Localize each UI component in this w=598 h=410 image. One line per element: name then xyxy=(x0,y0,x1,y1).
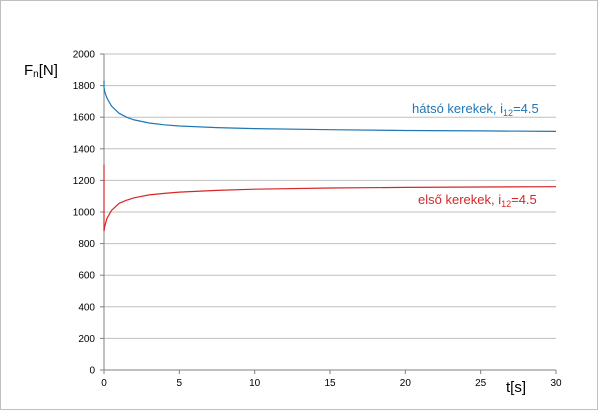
x-tick-label: 25 xyxy=(475,378,487,389)
x-tick-label: 10 xyxy=(249,378,261,389)
series-label-prefix: hátsó kerekek, i xyxy=(412,101,503,116)
series-label-suffix: =4.5 xyxy=(511,192,537,207)
series-label-prefix: első kerekek, i xyxy=(418,192,501,207)
y-axis-label-main: F xyxy=(24,62,33,79)
series-label-hatso-kerekek: hátsó kerekek, i12=4.5 xyxy=(412,101,539,118)
series-label-suffix: =4.5 xyxy=(513,101,539,116)
series-line-0 xyxy=(103,87,557,132)
gridlines xyxy=(104,53,556,339)
series-lines xyxy=(103,80,557,232)
x-tick-label: 15 xyxy=(324,378,336,389)
y-axis-label-sub: n xyxy=(33,69,39,80)
tick-labels: 0 200 400 600 800 1000 1200 1400 1600 1800 2000 0 5 1… xyxy=(73,50,562,390)
x-axis-label: t[s] xyxy=(506,379,526,396)
y-tick-label: 1200 xyxy=(73,176,96,187)
y-tick-label: 800 xyxy=(78,239,95,250)
series-label-sub: 12 xyxy=(501,199,511,209)
series-line-1 xyxy=(103,186,557,232)
y-tick-label: 1000 xyxy=(73,208,96,219)
y-tick-label: 1600 xyxy=(73,113,96,124)
x-tick-label: 30 xyxy=(550,378,562,389)
y-tick-label: 1800 xyxy=(73,81,96,92)
y-tick-label: 1400 xyxy=(73,144,96,155)
y-axis-label-unit: [N] xyxy=(39,62,58,79)
x-tick-label: 5 xyxy=(177,378,183,389)
x-tick-label: 20 xyxy=(400,378,412,389)
y-tick-label: 2000 xyxy=(73,50,96,61)
y-tick-label: 0 xyxy=(89,366,95,377)
y-tick-label: 400 xyxy=(78,302,95,313)
series-label-elso-kerekek: első kerekek, i12=4.5 xyxy=(418,192,537,209)
series-label-sub: 12 xyxy=(503,108,513,118)
x-tick-label: 0 xyxy=(101,378,107,389)
y-tick-label: 200 xyxy=(78,334,95,345)
y-axis-label: Fn[N] xyxy=(24,62,58,80)
y-tick-label: 600 xyxy=(78,271,95,282)
